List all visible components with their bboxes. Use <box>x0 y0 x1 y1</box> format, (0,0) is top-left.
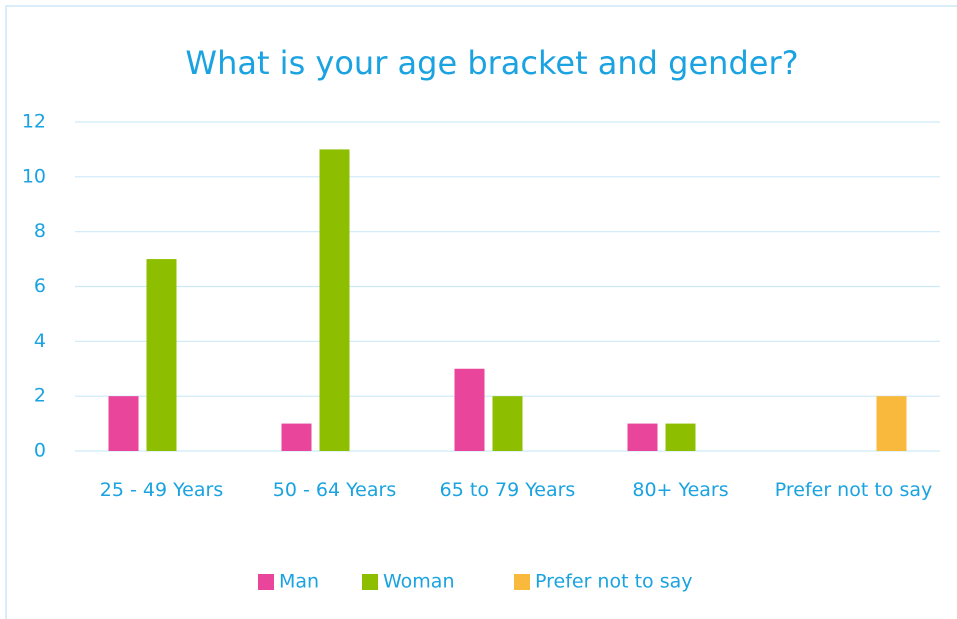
y-tick-label: 2 <box>34 385 46 407</box>
y-tick-label: 6 <box>34 275 46 297</box>
x-tick-label-box: 50 - 64 Years <box>272 479 397 501</box>
y-tick-label: 4 <box>34 330 46 352</box>
chart-title: What is your age bracket and gender? <box>185 44 798 82</box>
x-tick-label: 50 - 64 Years <box>272 479 397 501</box>
bar <box>108 396 139 451</box>
legend-swatch <box>258 574 274 590</box>
legend-label: Woman <box>383 571 455 593</box>
bar <box>876 396 907 451</box>
x-tick-label-box: 80+ Years <box>632 479 729 501</box>
bar <box>492 396 523 451</box>
x-tick-label-box: 25 - 49 Years <box>99 479 224 501</box>
y-tick-label: 10 <box>22 165 46 187</box>
bar <box>454 368 485 451</box>
bar <box>665 423 696 451</box>
chart-border <box>5 5 957 619</box>
x-tick-label-box: 65 to 79 Years <box>439 479 576 501</box>
bar <box>281 423 312 451</box>
x-tick-label: 80+ Years <box>632 479 729 501</box>
legend-swatch <box>514 574 530 590</box>
y-tick-label: 12 <box>22 111 46 133</box>
x-tick-label-box: Prefer not to say <box>774 479 933 501</box>
bar <box>146 259 177 451</box>
y-tick-label: 0 <box>34 440 46 462</box>
legend-label: Man <box>279 571 319 593</box>
legend-swatch <box>362 574 378 590</box>
bar <box>627 423 658 451</box>
bar <box>319 149 350 451</box>
y-tick-label: 8 <box>34 220 46 242</box>
x-tick-label: Prefer not to say <box>774 479 933 501</box>
x-tick-label: 65 to 79 Years <box>439 479 576 501</box>
x-tick-label: 25 - 49 Years <box>99 479 224 501</box>
legend-label: Prefer not to say <box>535 571 693 593</box>
